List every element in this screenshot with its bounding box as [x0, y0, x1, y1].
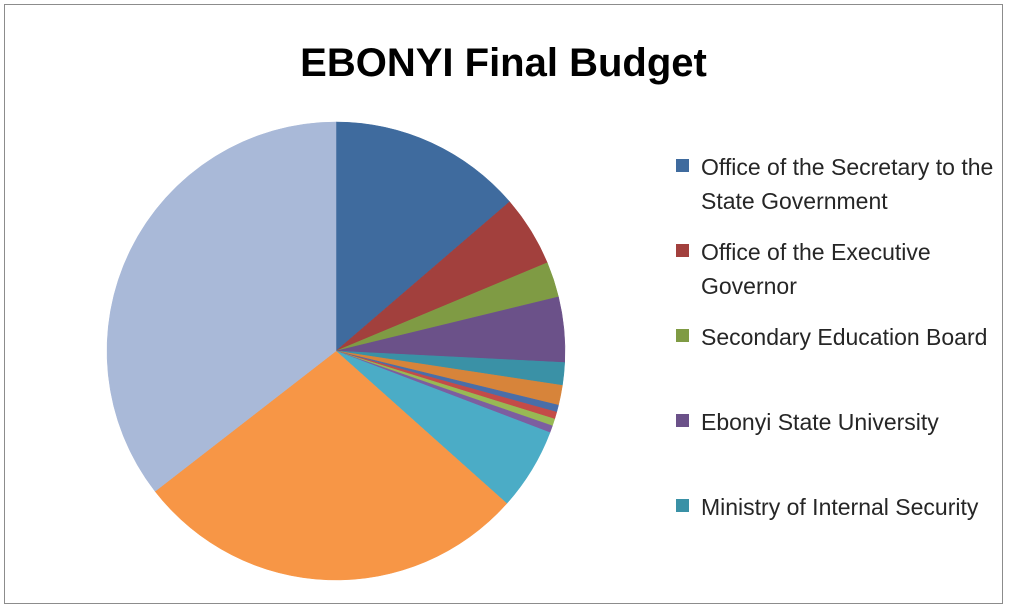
legend-swatch	[676, 159, 689, 172]
legend-swatch	[676, 244, 689, 257]
pie-slice-11	[154, 350, 508, 581]
legend-label: Ministry of Internal Security	[701, 494, 979, 520]
pie-slice-12	[106, 121, 337, 492]
legend-swatch	[676, 499, 689, 512]
legend-swatch	[676, 329, 689, 342]
legend-label: Secondary Education Board	[701, 324, 988, 350]
legend-label: Office of the Executive Governor	[701, 239, 931, 299]
chart-title: EBONYI Final Budget	[300, 41, 707, 85]
pie-slice-0	[335, 121, 511, 352]
legend-label: Office of the Secretary to the State Gov…	[701, 154, 994, 214]
legend-label: Ebonyi State University	[701, 409, 939, 435]
legend-swatch	[676, 414, 689, 427]
